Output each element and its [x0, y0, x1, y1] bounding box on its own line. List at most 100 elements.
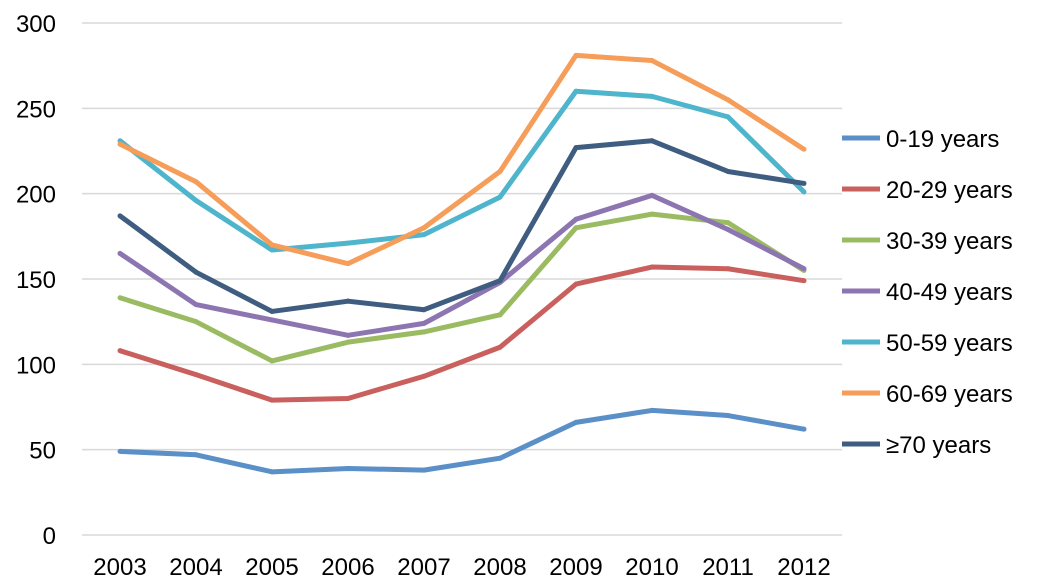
legend-item: 0-19 years: [842, 126, 999, 153]
data-point: [269, 397, 275, 403]
data-point: [421, 307, 427, 313]
data-point: [421, 467, 427, 473]
data-point: [649, 264, 655, 270]
data-point: [497, 344, 503, 350]
data-point: [649, 211, 655, 217]
data-point: [801, 266, 807, 272]
y-axis-ticks: 0 50 100 150 200 250 300: [16, 11, 56, 550]
series-5: [117, 88, 807, 253]
data-point: [573, 419, 579, 425]
data-point: [573, 88, 579, 94]
data-point: [649, 58, 655, 64]
data-point: [573, 225, 579, 231]
x-tick-label: 2012: [777, 554, 830, 581]
y-tick-label: 200: [16, 182, 56, 209]
data-point: [725, 114, 731, 120]
data-point: [573, 216, 579, 222]
data-point: [725, 220, 731, 226]
data-point: [345, 395, 351, 401]
data-point: [801, 278, 807, 284]
data-point: [193, 269, 199, 275]
data-point: [649, 93, 655, 99]
data-point: [269, 308, 275, 314]
legend-label: 60-69 years: [886, 381, 1013, 408]
data-point: [269, 358, 275, 364]
legend-label: 20-29 years: [886, 177, 1013, 204]
data-point: [421, 225, 427, 231]
data-point: [421, 232, 427, 238]
data-point: [573, 52, 579, 58]
data-point: [801, 180, 807, 186]
series-line: [118, 138, 805, 314]
data-point: [269, 317, 275, 323]
data-point: [725, 266, 731, 272]
data-point: [345, 332, 351, 338]
legend-label: 0-19 years: [886, 126, 999, 153]
data-point: [573, 281, 579, 287]
data-point: [117, 250, 123, 256]
x-tick-label: 2007: [397, 554, 450, 581]
legend-item: 60-69 years: [842, 381, 1013, 408]
legend-item: ≥70 years: [842, 432, 991, 459]
legend: 0-19 years 20-29 years 30-39 years 40-49 ye…: [842, 126, 1013, 459]
data-point: [269, 242, 275, 248]
data-point: [345, 298, 351, 304]
data-point: [421, 329, 427, 335]
data-point: [649, 192, 655, 198]
y-tick-label: 0: [43, 523, 56, 550]
x-tick-label: 2005: [245, 554, 298, 581]
data-point: [421, 320, 427, 326]
data-point: [725, 413, 731, 419]
legend-label: 50-59 years: [886, 330, 1013, 357]
legend-label: ≥70 years: [886, 432, 991, 459]
data-point: [117, 348, 123, 354]
data-point: [801, 426, 807, 432]
legend-label: 40-49 years: [886, 279, 1013, 306]
x-tick-label: 2010: [625, 554, 678, 581]
series-line: [118, 192, 806, 338]
legend-label: 30-39 years: [886, 228, 1013, 255]
data-point: [117, 141, 123, 147]
data-point: [269, 247, 275, 253]
series-lines: [117, 52, 807, 475]
data-point: [573, 145, 579, 151]
data-point: [497, 312, 503, 318]
series-line: [119, 264, 805, 403]
y-tick-label: 100: [16, 352, 56, 379]
series-1: [117, 407, 807, 475]
x-tick-label: 2004: [169, 554, 222, 581]
data-point: [193, 452, 199, 458]
series-4: [117, 192, 807, 338]
data-point: [649, 407, 655, 413]
legend-item: 20-29 years: [842, 177, 1013, 204]
data-point: [497, 278, 503, 284]
data-point: [193, 197, 199, 203]
x-tick-label: 2003: [93, 554, 146, 581]
data-point: [801, 146, 807, 152]
data-point: [193, 372, 199, 378]
data-point: [801, 189, 807, 195]
series-line: [118, 52, 806, 267]
x-tick-label: 2006: [321, 554, 374, 581]
data-point: [649, 138, 655, 144]
data-point: [269, 469, 275, 475]
legend-item: 40-49 years: [842, 279, 1013, 306]
data-point: [725, 97, 731, 103]
data-point: [345, 339, 351, 345]
series-line: [119, 407, 805, 475]
data-point: [193, 302, 199, 308]
data-point: [117, 213, 123, 219]
y-tick-label: 300: [16, 11, 56, 38]
data-point: [345, 465, 351, 471]
series-7: [117, 138, 807, 314]
series-line: [119, 211, 806, 364]
series-2: [117, 264, 807, 403]
data-point: [345, 261, 351, 267]
data-point: [497, 455, 503, 461]
data-point: [117, 295, 123, 301]
y-tick-label: 50: [29, 438, 56, 465]
x-axis-ticks: 2003 2004 2005 2006 2007 2008 2009 2010 2011 2012: [93, 554, 830, 581]
data-point: [421, 373, 427, 379]
data-point: [345, 240, 351, 246]
